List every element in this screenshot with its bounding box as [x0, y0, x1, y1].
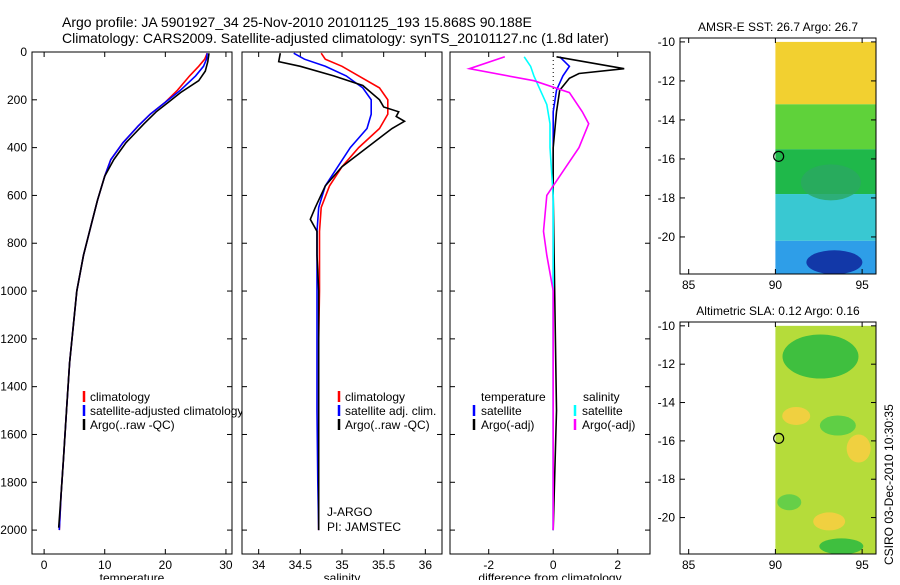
- series-line-temperature-argo-adj-: [552, 56, 625, 531]
- y-tick-label: 2000: [0, 523, 27, 537]
- heatmap-patch: [777, 494, 802, 511]
- legend-entry: climatology: [345, 390, 405, 404]
- y-tick-label: 1400: [0, 380, 27, 394]
- x-tick-label: 2: [614, 558, 621, 572]
- annotation-project: J-ARGO: [327, 505, 372, 519]
- legend-entry: climatology: [90, 390, 150, 404]
- legend-entry: satellite: [481, 404, 522, 418]
- legend-entry: Argo(-adj): [481, 418, 534, 432]
- x-tick-label: 20: [159, 558, 173, 572]
- y-tick-label: -16: [658, 152, 676, 166]
- sla_map-axes-frame: [679, 321, 877, 555]
- y-tick-label: 1600: [0, 427, 27, 441]
- heatmap-patch: [819, 415, 856, 436]
- y-tick-label: -20: [658, 511, 676, 525]
- legend-entry: satellite-adjusted climatology: [90, 404, 243, 418]
- heatmap-band: [775, 104, 876, 150]
- y-tick-label: 1000: [0, 284, 27, 298]
- y-tick-label: 1800: [0, 475, 27, 489]
- series-line-argo-raw-qc-: [57, 53, 210, 528]
- y-tick-label: -12: [658, 74, 676, 88]
- x-tick-label: 0: [41, 558, 48, 572]
- legend-entry: Argo(-adj): [582, 418, 635, 432]
- x-axis-label: difference from climatology: [478, 571, 621, 580]
- y-tick-label: 400: [7, 141, 27, 155]
- sst_map-title: AMSR-E SST: 26.7 Argo: 26.7: [698, 20, 858, 34]
- salinity-axes-frame: [241, 51, 443, 555]
- x-tick-label: 85: [682, 558, 696, 572]
- series-line-argo-raw-qc-: [277, 53, 407, 531]
- x-tick-label: 95: [855, 558, 869, 572]
- sla_map-title: Altimetric SLA: 0.12 Argo: 0.16: [696, 304, 860, 318]
- heatmap-band: [775, 41, 876, 105]
- heatmap-patch: [846, 434, 871, 463]
- legend-entry: Argo(..raw -QC): [345, 418, 430, 432]
- y-tick-label: -20: [658, 230, 676, 244]
- y-tick-label: -16: [658, 434, 676, 448]
- y-tick-label: 200: [7, 93, 27, 107]
- x-tick-label: 36: [419, 558, 433, 572]
- salinity-plot: 34 34.5 35 35.5 36 salinity climatologysatelli…: [241, 51, 443, 585]
- annotation-pi: PI: JAMSTEC: [327, 520, 401, 534]
- y-tick-label: 1200: [0, 332, 27, 346]
- x-tick-label: 90: [769, 558, 783, 572]
- y-tick-label: 800: [7, 236, 27, 250]
- argo-location-marker: [773, 432, 785, 444]
- temperature-plot: 0 200 400 600 800 1000 1200 1400 1600 1800 2000 0 10…: [0, 45, 243, 585]
- y-tick-label: -14: [658, 396, 676, 410]
- y-tick-label: -14: [658, 113, 676, 127]
- x-axis-label: temperature: [100, 571, 165, 580]
- sla_map-plot: Altimetric SLA: 0.12 Argo: 0.16 -10 -12 -14…: [658, 304, 877, 572]
- x-tick-label: 0: [550, 558, 557, 572]
- x-tick-label: 35.5: [372, 558, 396, 572]
- x-tick-label: 85: [682, 278, 696, 292]
- x-tick-label: 10: [98, 558, 112, 572]
- x-tick-label: 95: [855, 278, 869, 292]
- x-axis-label: salinity: [324, 571, 361, 580]
- heatmap-patch: [800, 164, 861, 201]
- heatmap-patch: [782, 334, 859, 379]
- header-line-2: Climatology: CARS2009. Satellite-adjuste…: [62, 30, 609, 46]
- cold-anomaly-patch: [806, 250, 863, 275]
- legend-entry: satellite adj. clim.: [345, 404, 436, 418]
- x-tick-label: 90: [769, 278, 783, 292]
- sst_map-axes-frame: [679, 37, 877, 275]
- heatmap-patch: [782, 406, 811, 425]
- series-line-salinity-argo-adj-: [466, 56, 590, 531]
- heatmap-patch: [819, 538, 864, 555]
- x-tick-label: 34.5: [289, 558, 313, 572]
- y-tick-label: -10: [658, 35, 676, 49]
- legend-entry: satellite: [582, 404, 623, 418]
- y-tick-label: 0: [20, 45, 27, 59]
- legend-title-temperature: temperature: [481, 390, 546, 404]
- legend-title-salinity: salinity: [583, 390, 620, 404]
- y-tick-label: -18: [658, 472, 676, 486]
- argo-location-marker: [773, 150, 785, 162]
- header-line-1: Argo profile: JA 5901927_34 25-Nov-2010 …: [62, 14, 532, 30]
- series-line-satellite-adj-clim-: [293, 52, 372, 531]
- heatmap-band: [775, 194, 876, 241]
- x-tick-label: 34: [252, 558, 266, 572]
- y-tick-label: 600: [7, 188, 27, 202]
- x-tick-label: 30: [219, 558, 233, 572]
- heatmap-patch: [813, 512, 846, 531]
- x-tick-label: 35: [335, 558, 349, 572]
- y-tick-label: -12: [658, 357, 676, 371]
- x-tick-label: -2: [483, 558, 494, 572]
- y-tick-label: -18: [658, 191, 676, 205]
- legend-entry: Argo(..raw -QC): [90, 418, 175, 432]
- sst_map-plot: AMSR-E SST: 26.7 Argo: 26.7 -10 -12 -14 -16 -…: [658, 20, 877, 292]
- side-stamp: CSIRO 03-Dec-2010 10:30:35: [882, 404, 896, 565]
- y-tick-label: -10: [658, 319, 676, 333]
